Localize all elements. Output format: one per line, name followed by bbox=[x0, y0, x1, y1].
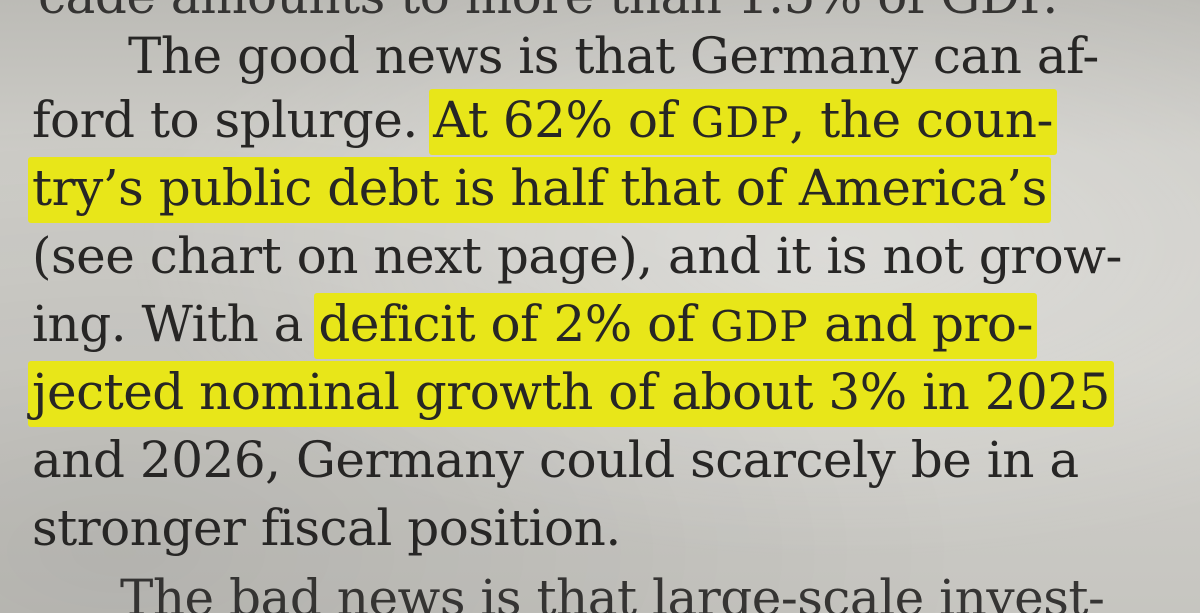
small-caps-gdp: GDP bbox=[710, 302, 809, 351]
highlighted-text-a: At 62% of bbox=[433, 91, 691, 149]
paragraph-good-news-line-3: try’s public debt is half that of Americ… bbox=[28, 157, 1051, 223]
paragraph-good-news-line-1: The good news is that Germany can af- bbox=[128, 27, 1099, 85]
paragraph-bad-news-line-1: The bad news is that large-scale invest- bbox=[120, 569, 1105, 613]
paragraph-good-news-line-4: (see chart on next page), and it is not … bbox=[32, 227, 1122, 285]
paragraph-good-news-line-2: ford to splurge. At 62% of GDP, the coun… bbox=[32, 89, 1057, 155]
plain-text: ing. With a bbox=[32, 295, 319, 353]
paragraph-good-news-line-6: jected nominal growth of about 3% in 202… bbox=[28, 361, 1114, 427]
highlighted-text: jected nominal growth of about 3% in 202… bbox=[28, 361, 1114, 427]
highlighted-text-a: deficit of 2% of bbox=[318, 295, 711, 353]
small-caps-gdp: GDP bbox=[690, 98, 790, 147]
highlighted-text-b: , the coun- bbox=[789, 91, 1053, 149]
highlighted-text: deficit of 2% of GDP and pro- bbox=[314, 293, 1037, 359]
highlighted-text: At 62% of GDP, the coun- bbox=[429, 89, 1057, 155]
highlighted-text-b: and pro- bbox=[808, 295, 1033, 353]
plain-text: ford to splurge. bbox=[32, 91, 434, 149]
paragraph-good-news-line-5: ing. With a deficit of 2% of GDP and pro… bbox=[32, 293, 1037, 359]
text-line-cutoff-top: cade amounts to more than 1.5% of GDP. bbox=[38, 0, 1058, 24]
paragraph-good-news-line-7: and 2026, Germany could scarcely be in a bbox=[32, 431, 1079, 489]
highlighted-text: try’s public debt is half that of Americ… bbox=[28, 157, 1051, 223]
paragraph-good-news-line-8: stronger fiscal position. bbox=[32, 499, 621, 557]
